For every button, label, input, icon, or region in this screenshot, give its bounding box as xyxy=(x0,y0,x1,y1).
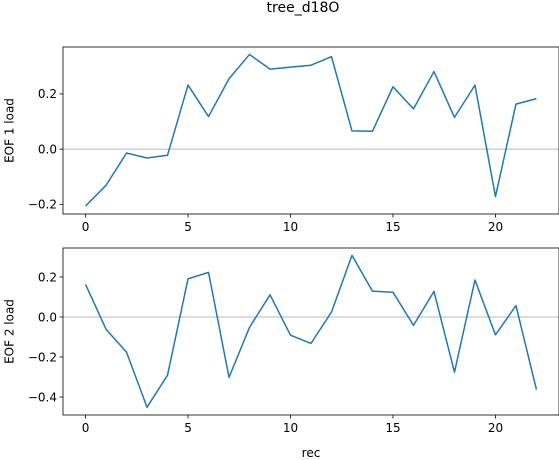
y-tick-label: −0.4 xyxy=(28,390,57,404)
data-point xyxy=(370,129,374,133)
x-tick-label: 15 xyxy=(385,220,400,234)
x-axis-label: rec xyxy=(302,446,321,460)
series-line xyxy=(84,254,538,408)
y-axis-label: EOF 1 load xyxy=(3,98,17,163)
axes-frame xyxy=(62,247,559,416)
data-point xyxy=(268,293,272,297)
data-point xyxy=(145,156,149,160)
x-tick-label: 5 xyxy=(184,421,192,435)
data-point xyxy=(288,65,292,69)
eof1-axes: 0 5 10 15 20 −0.2 0.0 0.2 EOF 1 load xyxy=(3,46,559,234)
data-point xyxy=(493,333,497,337)
y-axis-label: EOF 2 load xyxy=(3,299,17,364)
data-point xyxy=(186,83,190,87)
data-point xyxy=(473,278,477,282)
data-point xyxy=(206,270,210,274)
data-point xyxy=(124,151,128,155)
data-point xyxy=(206,114,210,118)
data-point xyxy=(493,194,497,198)
y-tick-label: −0.2 xyxy=(28,350,57,364)
series-line xyxy=(85,53,537,207)
data-point xyxy=(391,85,395,89)
x-tick-label: 10 xyxy=(283,220,298,234)
data-point xyxy=(411,323,415,327)
data-point xyxy=(452,115,456,119)
data-point xyxy=(288,333,292,337)
data-point xyxy=(534,96,538,100)
data-point xyxy=(391,290,395,294)
data-point xyxy=(268,67,272,71)
data-point xyxy=(309,63,313,67)
x-tick-label: 0 xyxy=(82,220,90,234)
data-point xyxy=(247,325,251,329)
data-point xyxy=(124,350,128,354)
data-point xyxy=(370,289,374,293)
x-tick-label: 0 xyxy=(82,421,90,435)
data-point xyxy=(452,370,456,374)
data-point xyxy=(104,183,108,187)
y-tick-label: 0.2 xyxy=(38,87,57,101)
data-point xyxy=(247,52,251,56)
data-point xyxy=(534,387,538,391)
data-point xyxy=(165,153,169,157)
data-point xyxy=(309,341,313,345)
data-point xyxy=(227,77,231,81)
y-tick-label: 0.2 xyxy=(38,270,57,284)
axes-frame xyxy=(62,46,559,215)
chart-title: tree_d18O xyxy=(267,0,340,16)
data-point xyxy=(432,289,436,293)
x-tick-label: 5 xyxy=(184,220,192,234)
data-point xyxy=(83,282,87,286)
data-point xyxy=(165,373,169,377)
data-point xyxy=(473,83,477,87)
data-point xyxy=(83,204,87,208)
data-point xyxy=(145,405,149,409)
data-point xyxy=(329,310,333,314)
data-point xyxy=(432,69,436,73)
data-point xyxy=(411,107,415,111)
x-tick-label: 15 xyxy=(385,421,400,435)
data-point xyxy=(227,375,231,379)
y-tick-label: 0.0 xyxy=(38,310,57,324)
data-point xyxy=(104,327,108,331)
data-point xyxy=(514,303,518,307)
x-tick-label: 20 xyxy=(488,421,503,435)
y-tick-label: −0.2 xyxy=(28,198,57,212)
y-tick-label: 0.0 xyxy=(38,142,57,156)
x-tick-label: 10 xyxy=(283,421,298,435)
data-point xyxy=(350,253,354,257)
data-point xyxy=(514,102,518,106)
data-point xyxy=(350,129,354,133)
eof2-axes: 0 5 10 15 20 −0.4 −0.2 0.0 0.2 EOF 2 load xyxy=(3,247,559,435)
data-point xyxy=(329,54,333,58)
x-tick-label: 20 xyxy=(488,220,503,234)
data-point xyxy=(186,277,190,281)
